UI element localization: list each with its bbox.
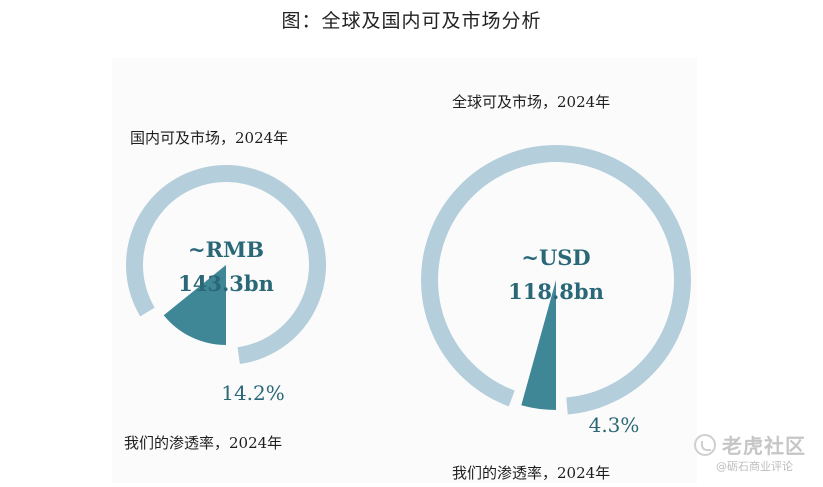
global-market-title: 全球可及市场，2024年: [452, 93, 611, 111]
global-penetration-label: 我们的渗透率，2024年: [452, 464, 611, 482]
watermark: 老虎社区 @砺石商业评论: [694, 430, 820, 482]
domestic-penetration-value: 14.2%: [221, 381, 285, 405]
global-center-currency: ~USD: [521, 245, 590, 270]
global-penetration-wedge: [521, 280, 556, 410]
tiger-community-logo-icon: [694, 433, 716, 456]
chart-panel-background: [112, 58, 697, 483]
global-penetration-value: 4.3%: [589, 413, 640, 437]
watermark-sub-text: @砺石商业评论: [716, 460, 793, 473]
domestic-market-title: 国内可及市场，2024年: [130, 129, 289, 147]
domestic-penetration-label: 我们的渗透率，2024年: [124, 434, 283, 452]
watermark-main-text: 老虎社区: [722, 434, 806, 458]
domestic-penetration-wedge: [163, 265, 226, 345]
domestic-center-currency: ~RMB: [188, 237, 264, 262]
domestic-center-value: 143.3bn: [178, 271, 274, 296]
figure-title: 图：全球及国内可及市场分析: [281, 10, 542, 32]
global-center-value: 118.8bn: [508, 279, 604, 304]
